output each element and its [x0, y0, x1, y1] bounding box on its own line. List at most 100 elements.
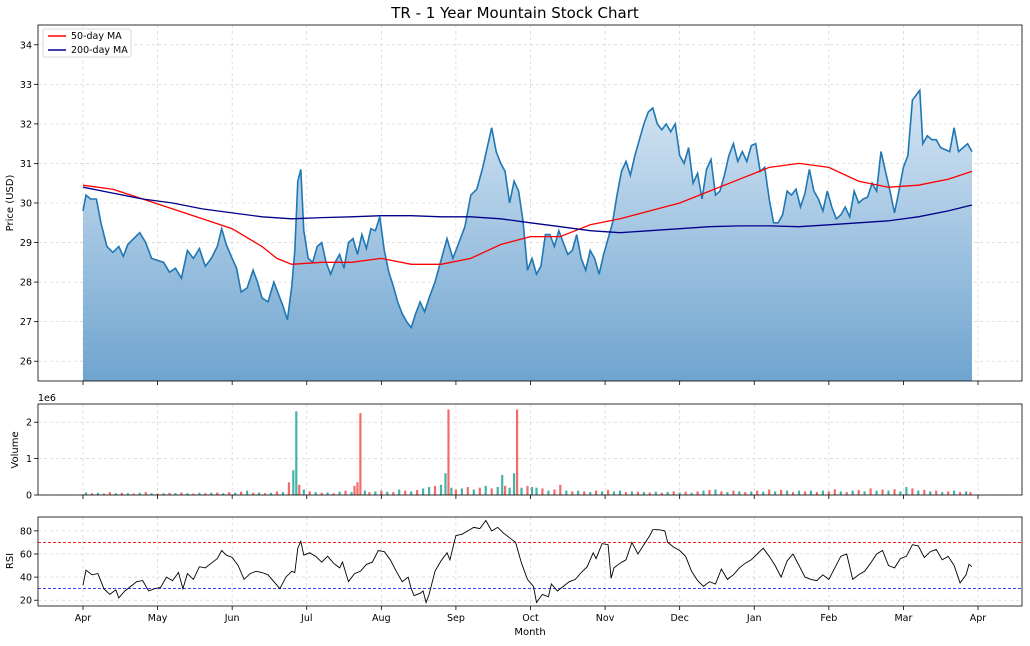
- volume-bar: [535, 487, 538, 495]
- legend-ma50-label: 50-day MA: [71, 31, 122, 42]
- volume-bar: [380, 490, 383, 495]
- volume-bar: [774, 491, 777, 495]
- volume-bar: [428, 487, 431, 495]
- volume-bar: [257, 492, 261, 495]
- volume-bar: [478, 487, 481, 495]
- volume-bar: [941, 492, 944, 495]
- volume-bar: [344, 490, 347, 495]
- rsi-x-ticks: Apr May Jun Jul Aug Sep Oct Nov Dec Jan Feb Mar Apr: [75, 606, 986, 624]
- volume-bar: [84, 492, 88, 495]
- volume-bar: [630, 491, 633, 495]
- volume-bar: [363, 490, 366, 495]
- volume-bar: [881, 489, 884, 495]
- volume-bar: [308, 491, 311, 495]
- price-area-fill: [83, 90, 973, 382]
- rsi-axes-frame: [37, 516, 1023, 607]
- volume-bar: [875, 490, 878, 495]
- volume-bar: [144, 492, 147, 495]
- x-tick-label: Dec: [670, 613, 688, 624]
- volume-bar: [565, 490, 568, 495]
- volume-bar: [845, 492, 848, 495]
- x-tick-label: Oct: [522, 613, 539, 624]
- y-tick-label: 40: [20, 573, 32, 584]
- volume-bar: [672, 491, 675, 495]
- volume-bar: [484, 485, 487, 495]
- volume-bar: [526, 485, 529, 495]
- y-tick-label: 27: [20, 317, 32, 328]
- volume-bar: [947, 491, 950, 495]
- volume-bar: [744, 492, 747, 495]
- volume-bar: [678, 492, 681, 495]
- volume-bar: [583, 491, 586, 495]
- y-tick-label: 2: [26, 418, 32, 429]
- volume-bar: [905, 487, 908, 495]
- volume-bar: [513, 473, 516, 495]
- price-y-axis-label: Price (USD): [5, 175, 16, 232]
- volume-bar: [618, 490, 622, 495]
- volume-bar: [353, 485, 356, 495]
- volume-bar: [447, 409, 450, 495]
- volume-bar: [827, 491, 830, 495]
- rsi-reference-lines: [38, 542, 1022, 590]
- y-tick-label: 32: [20, 119, 32, 130]
- price-series-layer: [82, 88, 973, 382]
- volume-bar: [791, 492, 795, 495]
- volume-bar: [803, 491, 807, 495]
- volume-bar: [444, 473, 447, 495]
- x-axis-label: Month: [514, 627, 545, 638]
- volume-y-ticks: 0 1 2: [26, 418, 38, 502]
- volume-bar: [547, 490, 550, 495]
- volume-bar: [553, 489, 556, 495]
- volume-panel: 0 1 2 1e6 Volume: [10, 393, 1023, 502]
- volume-bar: [887, 490, 890, 495]
- volume-bar: [607, 489, 610, 495]
- volume-bar: [786, 490, 789, 495]
- volume-bar: [180, 492, 183, 495]
- volume-bar: [126, 493, 129, 495]
- volume-bar: [302, 489, 305, 495]
- y-tick-label: 80: [20, 526, 32, 537]
- x-tick-label: Jan: [746, 613, 762, 624]
- volume-bar: [404, 490, 407, 495]
- rsi-y-axis-label: RSI: [5, 553, 16, 569]
- volume-bar: [174, 493, 177, 495]
- volume-bar: [252, 492, 255, 495]
- price-line: [82, 88, 973, 330]
- volume-bar: [797, 490, 801, 495]
- volume-axes-frame: [37, 403, 1023, 496]
- volume-bar: [198, 492, 201, 495]
- ma200-line: [82, 186, 973, 234]
- legend-ma200-label: 200-day MA: [71, 45, 128, 56]
- ma50-line: [82, 162, 973, 265]
- volume-bar: [496, 487, 499, 495]
- volume-bar: [624, 492, 628, 495]
- volume-bar: [851, 490, 854, 495]
- volume-bar: [269, 492, 273, 495]
- volume-bar: [454, 489, 457, 495]
- volume-bar: [738, 491, 741, 495]
- volume-bar: [90, 493, 94, 495]
- volume-bar: [821, 490, 824, 495]
- volume-bar: [720, 491, 723, 495]
- y-tick-label: 33: [20, 80, 32, 91]
- volume-bar: [756, 490, 759, 495]
- volume-bar: [114, 493, 117, 495]
- volume-bar: [216, 492, 219, 495]
- volume-bar: [917, 490, 920, 495]
- x-tick-label: Apr: [75, 613, 92, 624]
- volume-bar: [571, 491, 574, 495]
- volume-bar: [642, 492, 645, 495]
- x-tick-label: Aug: [372, 613, 391, 624]
- rsi-series-layer: [82, 519, 973, 604]
- volume-bar: [750, 491, 753, 495]
- volume-bar: [969, 492, 972, 495]
- volume-bar: [530, 487, 534, 495]
- volume-bar: [240, 491, 243, 495]
- volume-bar: [150, 493, 153, 495]
- y-tick-label: 60: [20, 549, 32, 560]
- volume-bar: [275, 491, 278, 495]
- volume-bar: [815, 492, 818, 495]
- y-tick-label: 31: [20, 159, 32, 170]
- volume-bars: [84, 409, 972, 495]
- volume-bar: [959, 492, 962, 495]
